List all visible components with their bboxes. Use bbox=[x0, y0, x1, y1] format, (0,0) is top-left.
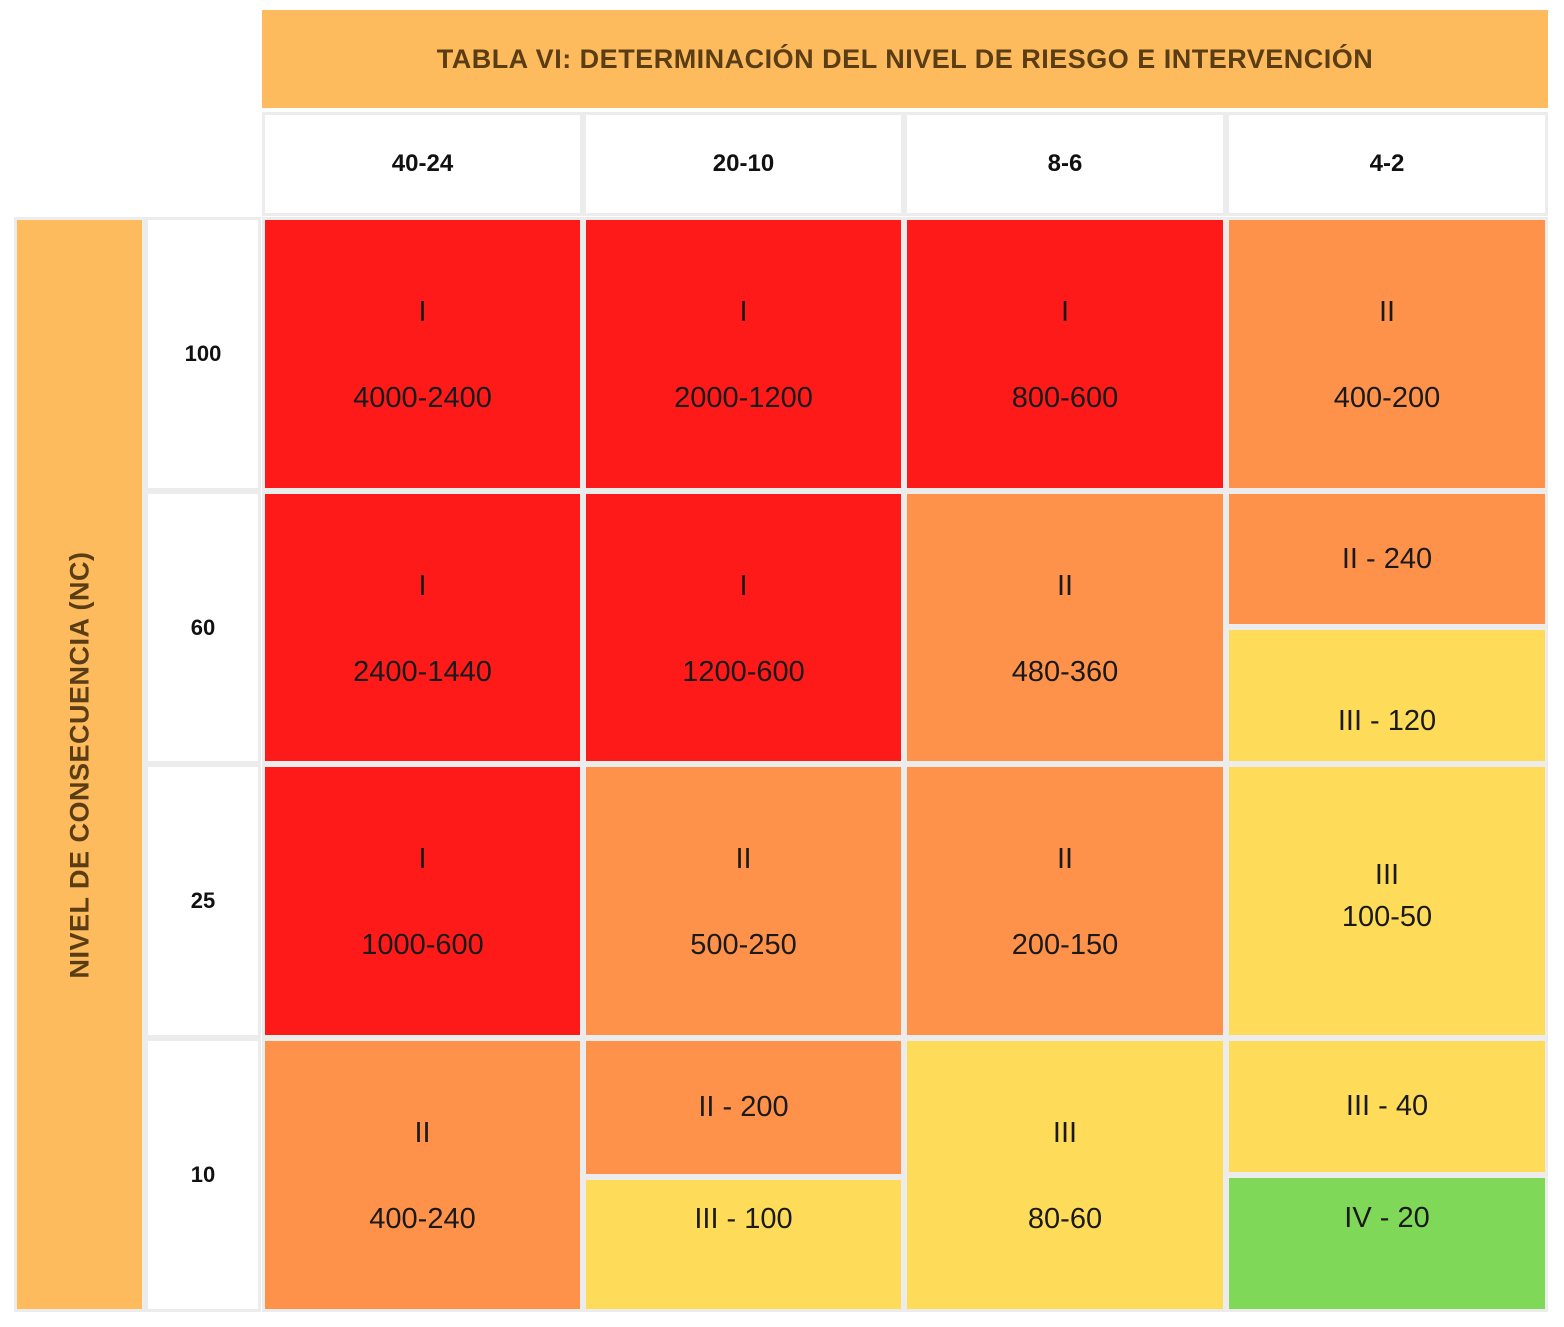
risk-level: II bbox=[735, 843, 752, 875]
risk-range: 80-60 bbox=[1027, 1203, 1103, 1235]
cell-25-40-24: I 1000-600 bbox=[262, 764, 583, 1038]
risk-level: II bbox=[1056, 570, 1074, 602]
cell-60-8-6: II 480-360 bbox=[904, 491, 1226, 764]
risk-level: I bbox=[418, 570, 427, 602]
risk-range: 4000-2400 bbox=[353, 382, 492, 414]
cell-60-20-10: I 1200-600 bbox=[583, 491, 904, 764]
cell-60-4-2-bottom: III - 120 bbox=[1226, 627, 1548, 764]
cell-60-4-2-top: II - 240 bbox=[1226, 491, 1548, 627]
cell-60-40-24: I 2400-1440 bbox=[262, 491, 583, 764]
risk-range: 500-250 bbox=[690, 929, 797, 961]
risk-range: 2000-1200 bbox=[674, 382, 813, 414]
risk-level: II bbox=[1056, 843, 1074, 875]
row-header-100: 100 bbox=[145, 217, 261, 491]
risk-range: 1200-600 bbox=[682, 656, 805, 688]
cell-10-4-2-bottom: IV - 20 bbox=[1226, 1175, 1548, 1312]
risk-range: 100-50 bbox=[1341, 901, 1433, 933]
risk-level: I bbox=[739, 570, 748, 602]
side-axis-label-text: NIVEL DE CONSECUENCIA (NC) bbox=[64, 550, 94, 979]
column-header-20-10: 20-10 bbox=[583, 112, 904, 216]
risk-range: 480-360 bbox=[1011, 656, 1119, 688]
cell-100-4-2: II 400-200 bbox=[1226, 217, 1548, 491]
risk-level: I bbox=[418, 296, 427, 328]
cell-100-40-24: I 4000-2400 bbox=[262, 217, 583, 491]
risk-range: 400-240 bbox=[369, 1203, 476, 1235]
cell-100-8-6: I 800-600 bbox=[904, 217, 1226, 491]
risk-range: 1000-600 bbox=[361, 929, 484, 961]
cell-10-4-2-top: III - 40 bbox=[1226, 1038, 1548, 1175]
cell-25-4-2: III 100-50 bbox=[1226, 764, 1548, 1038]
risk-level: II bbox=[414, 1117, 431, 1149]
cell-10-20-10-bottom: III - 100 bbox=[583, 1177, 904, 1312]
risk-range: 800-600 bbox=[1011, 382, 1119, 414]
risk-level: III bbox=[1052, 1117, 1078, 1149]
cell-10-8-6: III 80-60 bbox=[904, 1038, 1226, 1312]
cell-25-20-10: II 500-250 bbox=[583, 764, 904, 1038]
risk-level: II bbox=[1378, 296, 1396, 328]
row-header-10: 10 bbox=[145, 1038, 261, 1312]
cell-10-20-10-top: II - 200 bbox=[583, 1038, 904, 1177]
column-header-4-2: 4-2 bbox=[1226, 112, 1548, 216]
risk-level: I bbox=[1060, 296, 1070, 328]
column-header-40-24: 40-24 bbox=[262, 112, 583, 216]
row-header-25: 25 bbox=[145, 764, 261, 1038]
cell-100-20-10: I 2000-1200 bbox=[583, 217, 904, 491]
risk-range: 400-200 bbox=[1333, 382, 1441, 414]
row-header-60: 60 bbox=[145, 491, 261, 764]
cell-25-8-6: II 200-150 bbox=[904, 764, 1226, 1038]
side-axis-label: NIVEL DE CONSECUENCIA (NC) bbox=[14, 217, 145, 1312]
table-title: TABLA VI: DETERMINACIÓN DEL NIVEL DE RIE… bbox=[262, 10, 1548, 108]
risk-range: 2400-1440 bbox=[353, 656, 492, 688]
cell-10-40-24: II 400-240 bbox=[262, 1038, 583, 1312]
risk-level: I bbox=[739, 296, 748, 328]
risk-level: I bbox=[418, 843, 427, 875]
risk-range: 200-150 bbox=[1011, 929, 1119, 961]
column-header-8-6: 8-6 bbox=[904, 112, 1226, 216]
risk-level: III bbox=[1374, 859, 1400, 891]
